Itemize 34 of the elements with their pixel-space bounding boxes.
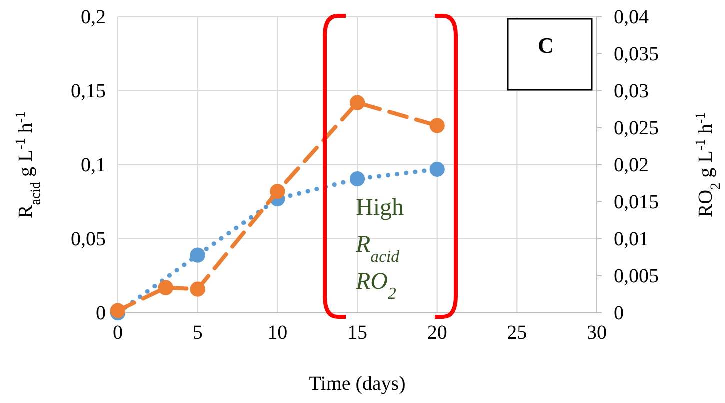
point	[270, 184, 286, 200]
point	[350, 95, 366, 110]
point	[190, 248, 206, 263]
y2-tick-label: 0,02	[614, 154, 649, 176]
point	[430, 162, 445, 177]
y2-tick-label: 0,03	[614, 80, 649, 102]
x-tick-label: 20	[427, 322, 448, 344]
y-tick-label: 0,15	[71, 80, 106, 102]
x-tick-label: 10	[268, 322, 288, 344]
point	[190, 282, 206, 297]
y2-tick-label: 0,005	[614, 265, 659, 288]
x-tick-label: 25	[507, 322, 528, 344]
point	[350, 172, 366, 187]
y2-tick-label: 0,015	[614, 191, 659, 214]
x-tick-label: 5	[192, 322, 203, 344]
y-tick-label: 0,1	[81, 154, 106, 176]
y2-tick-label: 0,04	[614, 6, 649, 28]
annotation: R$_{acid}$	[355, 232, 400, 266]
annotation: RO$_{2}$	[355, 269, 397, 302]
y2-tick-label: 0,01	[614, 228, 649, 250]
point	[158, 280, 174, 296]
x-axis-title: Time (days)	[309, 373, 406, 395]
y-tick-label: 0,05	[71, 228, 106, 250]
y2-tick-label: 0	[614, 302, 624, 324]
y2-tick-label: 0,025	[614, 117, 659, 140]
y-tick-label: 0,2	[81, 6, 106, 28]
point	[430, 118, 445, 134]
annotation: C	[538, 33, 554, 58]
y2-tick-label: 0,035	[614, 43, 659, 66]
y-tick-label: 0	[96, 302, 106, 324]
x-tick-label: 0	[113, 322, 123, 344]
x-tick-label: 30	[587, 322, 607, 344]
annotation: High	[356, 195, 404, 221]
x-tick-label: 15	[348, 322, 368, 344]
